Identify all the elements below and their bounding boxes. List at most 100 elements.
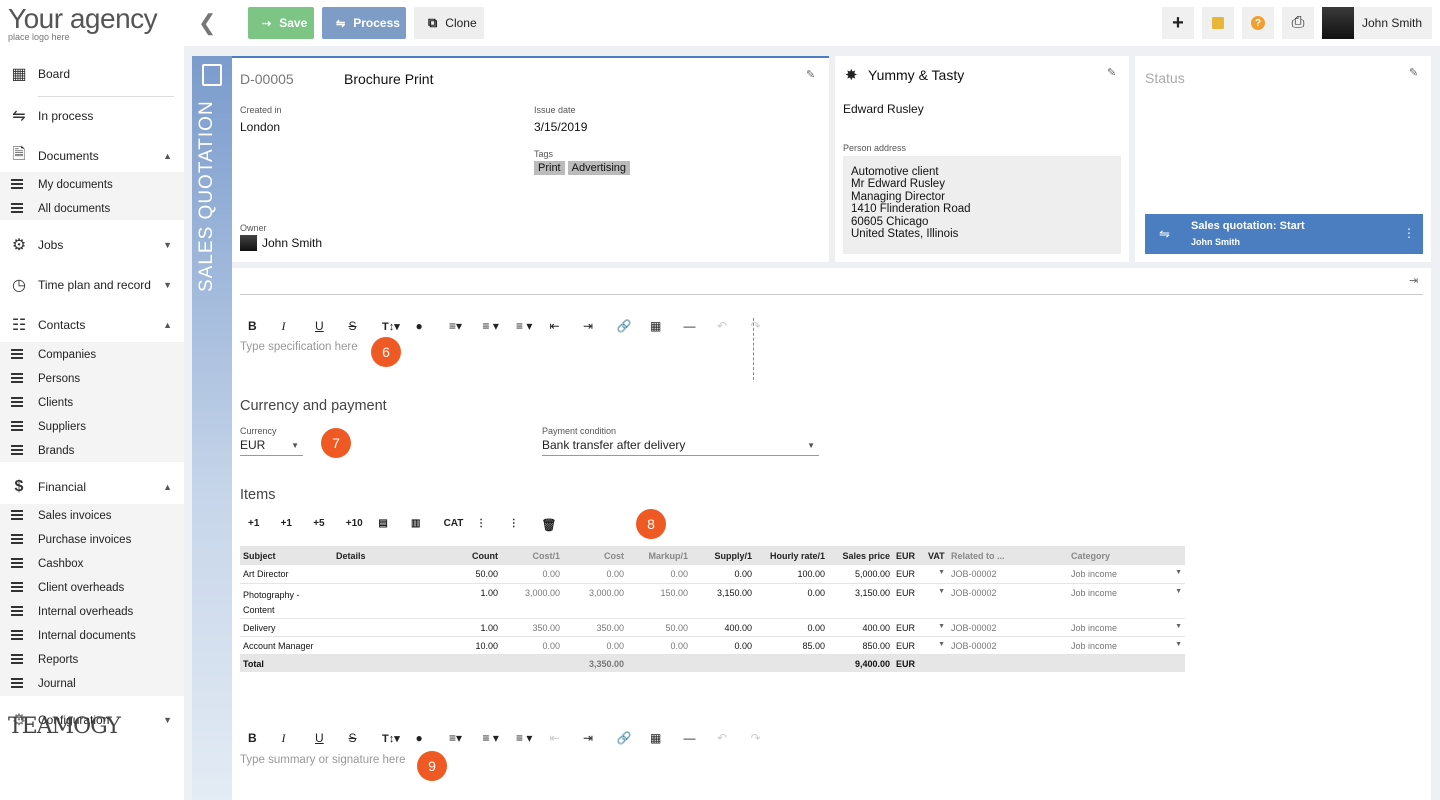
nav-suppliers[interactable]: Suppliers [0, 415, 184, 439]
table-icon[interactable]: ▦ [650, 319, 662, 333]
nav-board[interactable]: ▦ Board [0, 64, 184, 84]
bold-icon[interactable]: B [248, 731, 257, 745]
nav-internal-overheads[interactable]: Internal overheads [0, 600, 184, 624]
cell-related-to[interactable]: JOB-00002 [948, 618, 1068, 637]
user-menu[interactable]: John Smith [1322, 7, 1432, 39]
table-row[interactable]: Account Manager 10.00 0.00 0.00 0.00 0.0… [240, 636, 1185, 655]
nav-client-overheads[interactable]: Client overheads [0, 576, 184, 600]
table-row[interactable]: Art Director 50.00 0.00 0.00 0.00 0.00 1… [240, 565, 1185, 584]
underline-icon[interactable]: U [315, 731, 324, 745]
italic-icon[interactable]: I [281, 730, 286, 745]
nav-configuration[interactable]: ⚙ Configuration ▼ [0, 710, 184, 730]
indent-icon[interactable]: ⇥ [583, 319, 594, 333]
table-icon[interactable]: ▦ [650, 731, 662, 745]
add-row-icon[interactable]: +1 [248, 518, 260, 529]
cell-markup[interactable]: 0.00 [627, 565, 691, 584]
cell-details[interactable] [333, 636, 443, 655]
cell-count[interactable]: 10.00 [443, 636, 501, 655]
nav-time-plan[interactable]: ◷ Time plan and record ▼ [0, 275, 184, 295]
cell-hourly-rate[interactable]: 0.00 [755, 618, 828, 637]
cell-subject[interactable]: Art Director [240, 565, 333, 584]
expand-icon[interactable]: ⇥ [1409, 275, 1419, 287]
more-vertical-icon[interactable]: ⋮ [476, 518, 487, 529]
add-icon[interactable]: + [1162, 7, 1194, 39]
align-icon[interactable]: ≡▾ [449, 731, 463, 745]
align-icon[interactable]: ≡▾ [449, 319, 463, 333]
save-button[interactable]: ⇢ Save [248, 7, 314, 39]
edit-pencil-icon[interactable]: ✎ [1409, 67, 1419, 79]
cell-category[interactable]: Job income ▼ [1068, 583, 1185, 619]
cell-cost-per-unit[interactable]: 350.00 [501, 618, 563, 637]
cell-markup[interactable]: 0.00 [627, 636, 691, 655]
nav-purchase-invoices[interactable]: Purchase invoices [0, 528, 184, 552]
nav-persons[interactable]: Persons [0, 367, 184, 391]
summary-editor[interactable]: Type summary or signature here [240, 754, 406, 766]
cell-markup[interactable]: 50.00 [627, 618, 691, 637]
nav-cashbox[interactable]: Cashbox [0, 552, 184, 576]
collapse-sidebar-icon[interactable]: ❮ [198, 10, 217, 35]
table-row[interactable]: Photography - Content 1.00 3,000.00 3,00… [240, 583, 1185, 619]
text-color-icon[interactable]: ● [415, 731, 423, 745]
client-name[interactable]: Yummy & Tasty [868, 67, 965, 83]
catalog-icon[interactable]: CAT [443, 518, 464, 529]
undo-icon[interactable]: ↶ [717, 731, 728, 745]
cell-category[interactable]: Job income ▼ [1068, 565, 1185, 584]
workflow-step[interactable]: ⇋ Sales quotation: Start John Smith ⋮ [1145, 214, 1423, 254]
outdent-icon[interactable]: ⇤ [549, 731, 560, 745]
add-10-rows-icon[interactable]: +10 [345, 518, 363, 529]
cell-subject[interactable]: Account Manager [240, 636, 333, 655]
bullet-list-icon[interactable]: ≡ ▾ [516, 731, 533, 745]
underline-icon[interactable]: U [315, 319, 324, 333]
insert-section-icon[interactable]: ▥ [410, 518, 421, 529]
cell-supply[interactable]: 400.00 [691, 618, 755, 637]
nav-my-documents[interactable]: My documents [0, 173, 184, 197]
italic-icon[interactable]: I [281, 318, 286, 333]
nav-all-documents[interactable]: All documents [0, 197, 184, 221]
cell-details[interactable] [333, 618, 443, 637]
ordered-list-icon[interactable]: ≡ ▾ [482, 319, 499, 333]
more-vertical-icon[interactable]: ⋮ [508, 518, 519, 529]
horizontal-rule-icon[interactable]: — [683, 319, 696, 333]
contact-person[interactable]: Edward Rusley [843, 102, 924, 116]
nav-in-process[interactable]: ⇋ In process [0, 106, 184, 126]
print-icon[interactable]: ⎙ [1282, 7, 1314, 39]
bullet-list-icon[interactable]: ≡ ▾ [516, 319, 533, 333]
cell-hourly-rate[interactable]: 85.00 [755, 636, 828, 655]
horizontal-rule-icon[interactable]: — [683, 731, 696, 745]
specification-editor[interactable]: Type specification here [240, 341, 358, 353]
cell-cost-per-unit[interactable]: 0.00 [501, 565, 563, 584]
cell-hourly-rate[interactable]: 0.00 [755, 583, 828, 619]
cell-vat[interactable]: ▼ [925, 583, 948, 619]
cell-vat[interactable]: ▼ [925, 636, 948, 655]
cell-related-to[interactable]: JOB-00002 [948, 636, 1068, 655]
edit-pencil-icon[interactable]: ✎ [806, 69, 816, 81]
more-vertical-icon[interactable]: ⋮ [1403, 226, 1415, 240]
cell-subject[interactable]: Photography - Content [240, 583, 333, 619]
link-icon[interactable]: 🔗 [616, 319, 632, 333]
indent-icon[interactable]: ⇥ [583, 731, 594, 745]
outdent-icon[interactable]: ⇤ [549, 319, 560, 333]
cell-supply[interactable]: 3,150.00 [691, 583, 755, 619]
cell-vat[interactable]: ▼ [925, 618, 948, 637]
cell-subject[interactable]: Delivery [240, 618, 333, 637]
strikethrough-icon[interactable]: S [348, 731, 357, 745]
nav-jobs[interactable]: ⚙ Jobs ▼ [0, 235, 184, 255]
link-icon[interactable]: 🔗 [616, 731, 632, 745]
clone-button[interactable]: ⧉ Clone [414, 7, 484, 39]
nav-sales-invoices[interactable]: Sales invoices [0, 504, 184, 528]
font-size-icon[interactable]: T↕▾ [382, 732, 400, 745]
nav-clients[interactable]: Clients [0, 391, 184, 415]
resize-handle[interactable] [753, 318, 754, 380]
currency-select[interactable]: EUR ▼ [240, 438, 303, 456]
nav-contacts[interactable]: ☷ Contacts ▲ [0, 315, 184, 335]
redo-icon[interactable]: ↷ [750, 319, 761, 333]
redo-icon[interactable]: ↷ [750, 731, 761, 745]
cell-details[interactable] [333, 565, 443, 584]
cell-related-to[interactable]: JOB-00002 [948, 583, 1068, 619]
cell-category[interactable]: Job income ▼ [1068, 618, 1185, 637]
cell-vat[interactable]: ▼ [925, 565, 948, 584]
bold-icon[interactable]: B [248, 319, 257, 333]
document-title[interactable]: Brochure Print [344, 71, 434, 87]
table-row[interactable]: Delivery 1.00 350.00 350.00 50.00 400.00… [240, 618, 1185, 637]
payment-condition-select[interactable]: Bank transfer after delivery ▼ [542, 438, 819, 456]
